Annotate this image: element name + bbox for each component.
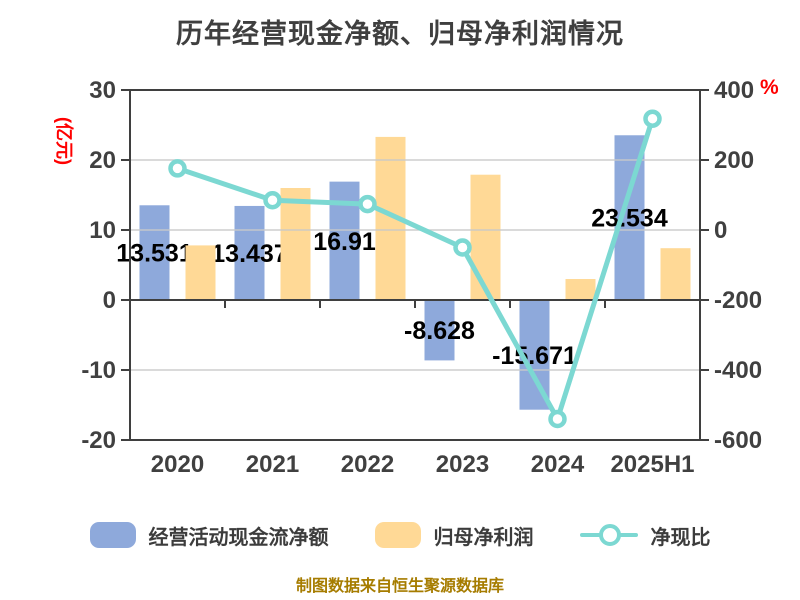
x-axis-label-2022: 2022 [341, 451, 394, 478]
cashflow-value-label-2024: -15.671 [492, 342, 577, 370]
legend-label-profit: 归母净利润 [433, 526, 534, 549]
profit-bar-2021 [280, 188, 311, 300]
right-axis-tick-label: -400 [714, 357, 762, 384]
ratio-point-2025H1 [643, 109, 662, 128]
legend-item-cashflow[interactable]: 经营活动现金流净额 [89, 521, 329, 550]
legend-item-ratio[interactable]: 净现比 [579, 521, 711, 550]
x-axis-label-2021: 2021 [246, 451, 299, 478]
cashflow-value-label-2020: 13.531 [116, 240, 193, 268]
ratio-point-2023 [453, 238, 472, 257]
right-axis-tick-label: 400 [714, 77, 754, 104]
left-axis-tick-label: -10 [81, 357, 116, 384]
profit-bar-2020 [185, 245, 216, 300]
legend-label-ratio: 净现比 [650, 526, 711, 549]
right-axis-tick-label: -200 [714, 287, 762, 314]
left-axis-tick-label: 20 [89, 147, 116, 174]
legend-item-profit[interactable]: 归母净利润 [374, 521, 534, 550]
left-axis-tick-label: 30 [89, 77, 116, 104]
cashflow-value-label-2021: 13.437 [211, 240, 287, 268]
right-axis-unit: % [760, 76, 779, 99]
ratio-point-2022 [358, 194, 377, 214]
plot-frame [129, 89, 701, 441]
profit-bar-2023 [470, 174, 501, 300]
ratio-legend-line-icon [579, 522, 638, 548]
cashflow-bar-2023 [424, 300, 455, 361]
right-axis-tick-label: 200 [714, 147, 754, 174]
profit-bar-2024 [565, 279, 596, 300]
cashflow-bar-2021 [234, 205, 265, 300]
profit-bar-2025H1 [660, 248, 691, 300]
ratio-point-2020 [168, 159, 187, 178]
legend-label-cashflow: 经营活动现金流净额 [148, 526, 329, 549]
cashflow-value-label-2022: 16.91 [313, 228, 376, 256]
chart-title: 历年经营现金净额、归母净利润情况 [176, 19, 624, 49]
ratio-point-2024 [548, 409, 567, 429]
ratio-point-2021 [263, 191, 282, 210]
left-axis-tick-label: -20 [81, 427, 116, 454]
profit-legend-swatch-icon [374, 522, 421, 548]
data-source-note: 制图数据来自恒生聚源数据库 [295, 578, 504, 595]
x-axis-label-2023: 2023 [436, 451, 489, 478]
right-axis-tick-label: -600 [714, 427, 762, 454]
cashflow-value-label-2025H1: 23.534 [591, 205, 668, 233]
legend: 经营活动现金流净额 归母净利润 净现比 [0, 512, 800, 558]
left-axis-tick-label: 0 [103, 287, 116, 314]
ratio-line [175, 116, 655, 422]
x-axis-label-2020: 2020 [151, 451, 204, 478]
cashflow-legend-swatch-icon [89, 522, 136, 548]
x-axis-label-2024: 2024 [531, 451, 585, 478]
right-axis-tick-label: 0 [714, 217, 727, 244]
left-axis-tick-label: 10 [89, 217, 116, 244]
cashflow-value-label-2023: -8.628 [404, 317, 475, 345]
cashflow-bar-2020 [139, 205, 170, 300]
x-axis-label-2025H1: 2025H1 [610, 451, 694, 478]
